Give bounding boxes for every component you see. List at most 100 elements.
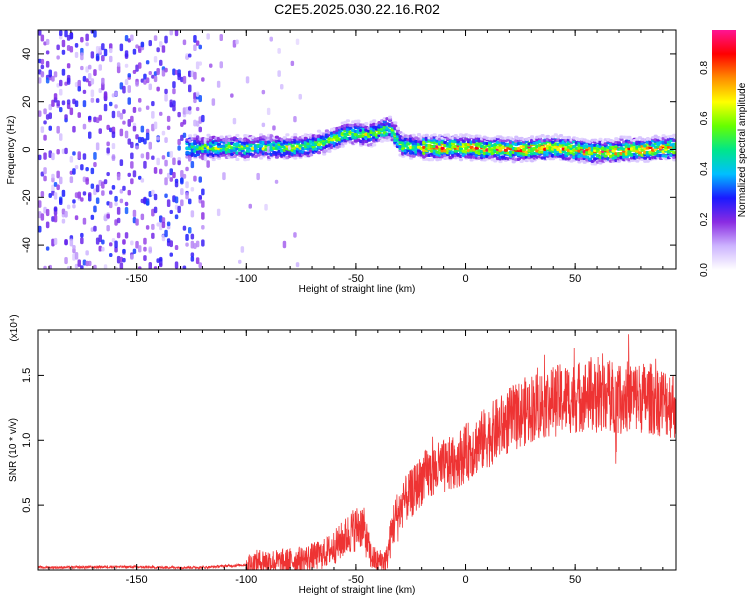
heat-cell (411, 133, 416, 137)
heat-cell (119, 43, 124, 52)
heat-cell (174, 30, 179, 37)
heat-cell (111, 154, 116, 162)
heat-cell (219, 135, 224, 139)
heat-cell (88, 192, 92, 197)
heat-cell (109, 48, 113, 54)
heat-cell (206, 160, 210, 168)
heat-cell (119, 159, 124, 167)
heat-cell (188, 109, 192, 115)
heat-cell (82, 89, 87, 94)
heat-cell (159, 222, 163, 231)
heat-cell (130, 178, 134, 185)
heat-cell (277, 48, 281, 54)
heat-cell (601, 152, 606, 156)
heat-cell (40, 64, 45, 70)
heat-cell (114, 195, 118, 202)
heat-cell (298, 93, 302, 100)
heat-cell (103, 179, 108, 185)
heat-cell (56, 44, 60, 51)
heat-cell (93, 152, 97, 160)
heat-cell (66, 204, 71, 210)
heat-cell (72, 125, 76, 133)
heat-cell (143, 196, 147, 205)
heat-cell (172, 88, 176, 95)
heat-cell (69, 156, 74, 163)
heat-cell (40, 171, 45, 177)
heat-cell (140, 153, 145, 159)
heat-cell (290, 60, 295, 67)
heat-cell (109, 43, 113, 50)
heat-cell (201, 77, 205, 82)
heat-cell (245, 157, 250, 161)
heat-cell (111, 110, 116, 119)
heat-cell (85, 250, 89, 256)
heat-cell (72, 151, 76, 156)
heat-cell (127, 73, 131, 78)
heat-cell (159, 59, 163, 66)
heat-cell (130, 152, 134, 160)
heat-cell (114, 104, 118, 109)
x-tick-label: -100 (235, 574, 257, 586)
heat-cell (293, 116, 297, 123)
colorbar-ticks: 0.0 0.2 0.4 0.6 0.8 (699, 61, 710, 277)
heat-cell (124, 207, 129, 215)
heat-cell (156, 86, 160, 92)
heat-cell (116, 62, 121, 67)
heat-cell (74, 165, 79, 170)
heat-cell (287, 145, 292, 151)
heat-cell (77, 151, 81, 159)
snr-frame (37, 329, 677, 571)
y-tick-label: -20 (21, 189, 33, 205)
heat-cell (130, 254, 134, 260)
heat-cell (74, 100, 79, 108)
heat-cell (148, 40, 152, 47)
heat-cell (66, 45, 71, 51)
heat-cell (272, 125, 276, 131)
heat-cell (193, 44, 197, 52)
heat-cell (109, 127, 113, 133)
heat-cell (177, 138, 181, 146)
colorbar-tick-label: 0.8 (699, 61, 710, 75)
heat-cell (674, 145, 676, 149)
heat-cell (159, 168, 163, 175)
heat-cell (72, 245, 76, 250)
heat-cell (456, 140, 461, 144)
heat-cell (174, 196, 179, 204)
heat-cell (85, 260, 89, 267)
heat-cell (230, 93, 234, 98)
heat-cell (261, 122, 266, 128)
heat-cell (190, 210, 195, 218)
heat-cell (130, 141, 134, 149)
heat-cell (90, 214, 95, 220)
heat-cell (193, 119, 197, 127)
heat-cell (45, 221, 50, 229)
heat-cell (95, 142, 100, 151)
heat-cell (153, 266, 158, 269)
heat-cell (364, 122, 369, 126)
heat-cell (211, 98, 216, 106)
heat-cell (143, 138, 147, 145)
heat-cell (69, 107, 74, 116)
heat-cell (88, 73, 92, 80)
heat-cell (277, 70, 281, 77)
colorbar-label: Normalized spectral amplitude (737, 82, 748, 217)
bottom-x-axis-label: Height of straight line (km) (299, 585, 416, 596)
heat-cell (372, 143, 377, 147)
heat-cell (159, 41, 163, 48)
heat-cell (85, 167, 89, 172)
heat-cell (193, 35, 197, 43)
heat-cell (153, 167, 158, 174)
heat-cell (235, 39, 239, 45)
heat-cell (40, 191, 45, 198)
x-tick-label: -50 (348, 574, 364, 586)
heat-cell (124, 232, 129, 239)
top-x-axis-label: Height of straight line (km) (299, 284, 416, 295)
heat-cell (119, 189, 124, 194)
y-tick-label: 20 (21, 96, 33, 108)
heat-cell (93, 225, 97, 232)
heat-cell (85, 178, 89, 185)
heat-cell (185, 192, 189, 200)
heat-cell (66, 266, 71, 269)
colorbar-tick-label: 0.2 (699, 212, 710, 226)
